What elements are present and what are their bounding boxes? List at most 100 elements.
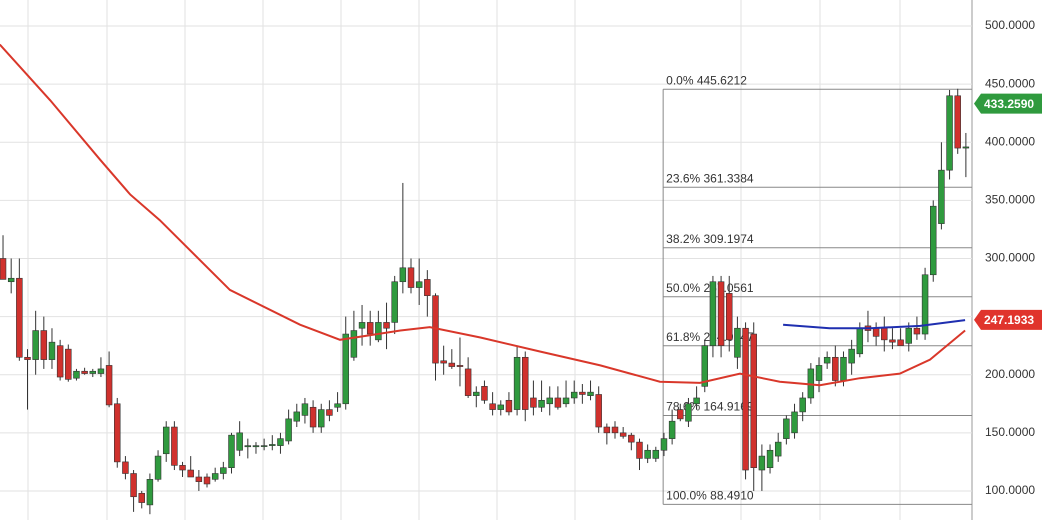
candle-body xyxy=(89,370,97,374)
price-tag xyxy=(974,309,1042,330)
candle-body xyxy=(162,426,170,455)
candle-body xyxy=(171,426,178,466)
candle-body xyxy=(766,449,774,468)
candle-body xyxy=(260,445,268,447)
candle-body xyxy=(840,356,847,381)
y-tick-label: 350.0000 xyxy=(985,193,1035,207)
candle-body xyxy=(318,409,325,428)
candle-body xyxy=(774,441,782,457)
candle-body xyxy=(40,330,48,360)
candle-body xyxy=(424,279,431,296)
candle-body xyxy=(326,409,333,416)
candle-body xyxy=(726,293,733,341)
candle-body xyxy=(285,418,292,442)
candle-body xyxy=(832,356,839,381)
fib-label: 23.6% 361.3384 xyxy=(666,171,754,185)
candle-body xyxy=(464,368,472,396)
indicator-line xyxy=(0,43,966,387)
candle-body xyxy=(791,411,798,434)
candle-body xyxy=(228,434,235,468)
candle-body xyxy=(938,169,945,224)
candle-body xyxy=(513,356,521,410)
candle-body xyxy=(758,455,766,471)
candle-body xyxy=(65,348,72,380)
candle-body xyxy=(203,476,211,485)
candle-body xyxy=(277,438,284,446)
candle-body xyxy=(122,461,129,474)
candle-body xyxy=(73,370,80,379)
candle-body xyxy=(391,281,398,323)
y-tick-label: 300.0000 xyxy=(985,251,1035,265)
fib-label: 0.0% 445.6212 xyxy=(666,73,747,87)
candle-body xyxy=(334,403,341,408)
candle-body xyxy=(375,322,382,341)
candle-body xyxy=(489,403,496,410)
candle-body xyxy=(440,360,447,364)
candle-body xyxy=(709,281,717,346)
candle-body xyxy=(342,333,349,405)
candle-body xyxy=(628,434,635,443)
candle-body xyxy=(407,267,415,288)
candle-body xyxy=(823,356,831,364)
candle-body xyxy=(946,95,953,171)
candle-body xyxy=(660,438,668,451)
candle-body xyxy=(358,322,366,329)
candle-body xyxy=(668,420,676,439)
candle-body xyxy=(301,403,309,416)
candle-body xyxy=(366,322,374,335)
price-tag-label: 247.1933 xyxy=(984,313,1034,327)
candle-body xyxy=(130,473,137,498)
candle-body xyxy=(734,327,741,358)
price-tag xyxy=(974,93,1042,114)
candle-body xyxy=(701,345,709,387)
candle-body xyxy=(481,386,488,401)
price-tag-label: 433.2590 xyxy=(984,97,1034,111)
candle-body xyxy=(383,322,390,329)
candle-body xyxy=(293,411,301,422)
candle-body xyxy=(587,391,594,396)
candle-body xyxy=(399,267,407,283)
y-tick-label: 400.0000 xyxy=(985,134,1035,148)
candle-body xyxy=(677,409,684,420)
candle-body xyxy=(220,467,227,474)
candle-body xyxy=(81,370,88,374)
y-tick-label: 500.0000 xyxy=(985,18,1035,32)
candle-body xyxy=(32,330,39,360)
candle-body xyxy=(415,281,423,288)
candle-body xyxy=(114,403,121,463)
candle-body xyxy=(579,391,586,395)
candle-body xyxy=(7,277,15,283)
candle-body xyxy=(848,348,855,364)
candle-body xyxy=(105,365,113,406)
candle-body xyxy=(570,391,578,399)
candle-body xyxy=(954,95,961,149)
candle-body xyxy=(815,365,823,381)
candle-body xyxy=(154,455,162,480)
y-tick-label: 450.0000 xyxy=(985,76,1035,90)
candle-body xyxy=(799,397,806,413)
candle-body xyxy=(881,327,888,341)
candle-body xyxy=(309,406,317,428)
y-tick-label: 200.0000 xyxy=(985,367,1035,381)
candle-body xyxy=(685,403,692,422)
candle-body xyxy=(97,368,105,374)
candle-body xyxy=(636,441,643,459)
candle-body xyxy=(244,445,252,448)
candle-body xyxy=(146,479,154,506)
candle-body xyxy=(195,476,203,482)
candle-body xyxy=(872,327,880,337)
candle-body xyxy=(913,327,921,335)
candle-body xyxy=(717,281,725,346)
candle-body xyxy=(211,473,219,480)
candle-body xyxy=(742,327,749,471)
indicator-line xyxy=(783,319,966,330)
candle-body xyxy=(783,418,790,439)
candle-body xyxy=(16,277,23,358)
candle-body xyxy=(538,399,545,408)
y-tick-label: 100.0000 xyxy=(985,483,1035,497)
candle-body xyxy=(905,327,912,344)
candle-body xyxy=(750,333,757,468)
candle-body xyxy=(611,426,619,434)
